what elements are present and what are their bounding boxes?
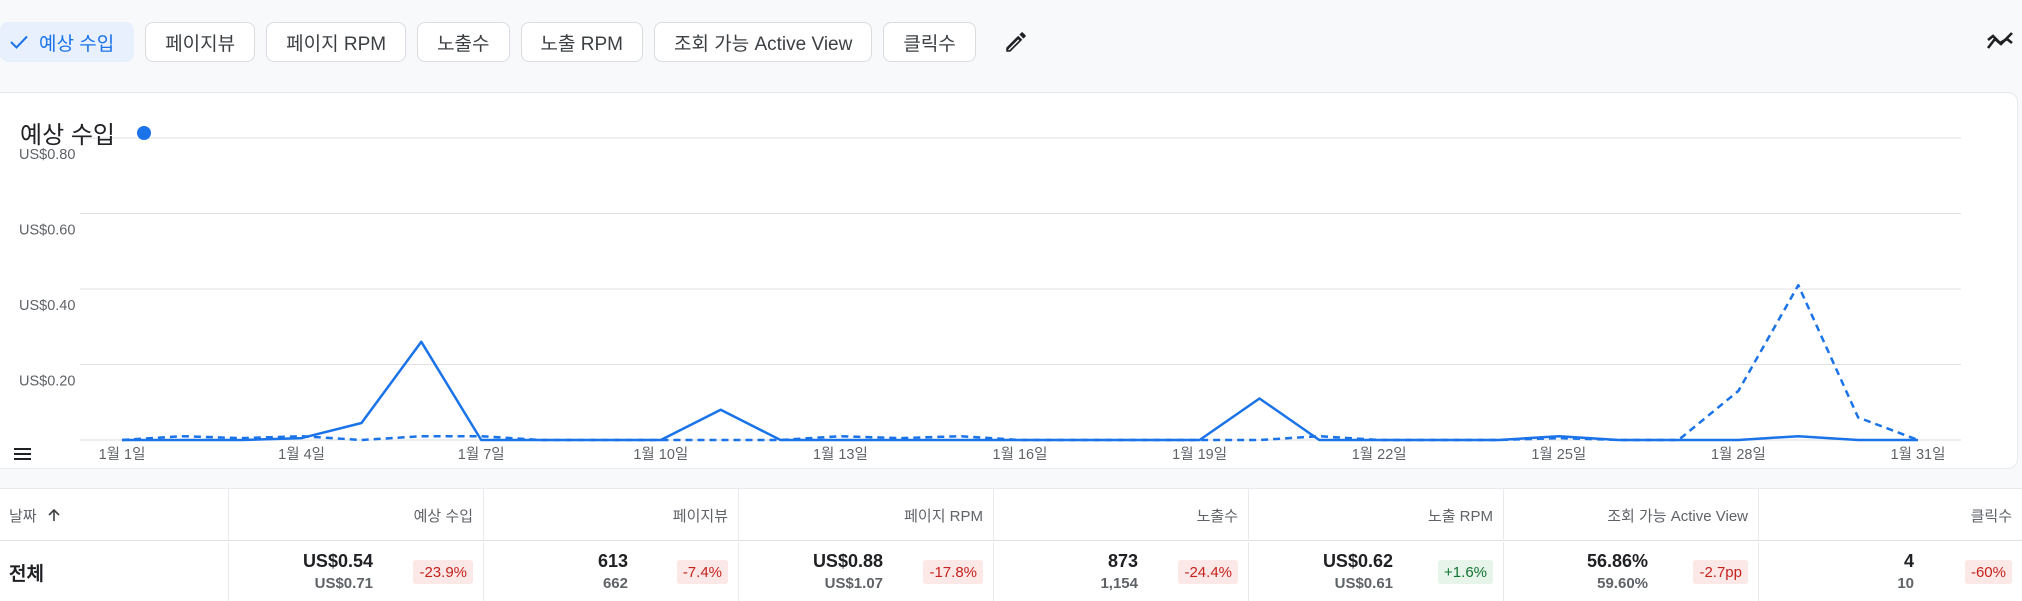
x-tick-label: 1월 31일	[1891, 446, 1946, 463]
series-line-current-period	[122, 340, 1918, 442]
cell-value: 56.86%	[1586, 551, 1648, 571]
cell-estimated-earnings: US$0.54 US$0.71 -23.9%	[228, 542, 483, 601]
chip-label: 노출수	[437, 33, 490, 55]
header-label: 날짜	[9, 507, 37, 525]
pencil-icon	[1006, 32, 1026, 52]
header-impressions[interactable]: 노출수	[993, 489, 1248, 541]
chip-label: 클릭수	[903, 33, 956, 55]
arrow-up-icon	[48, 508, 60, 521]
cell-previous: 59.60%	[1597, 575, 1648, 592]
header-clicks[interactable]: 클릭수	[1758, 489, 2022, 541]
cell-active-view: 56.86% 59.60% -2.7pp	[1503, 542, 1758, 601]
legend-list-icon[interactable]	[13, 444, 33, 464]
cell-impressions: 873 1,154 -24.4%	[993, 542, 1248, 601]
header-label: 클릭수	[1970, 507, 2012, 525]
x-tick-label: 1월 28일	[1711, 446, 1766, 463]
chip-page-views[interactable]: 페이지뷰	[145, 22, 256, 62]
header-label: 조회 가능 Active View	[1607, 507, 1748, 525]
report-table: 날짜 예상 수입 페이지뷰 페이지 RPM 노출수 노출 RPM 조회 가능 A…	[0, 488, 2022, 601]
x-tick-label: 1월 16일	[993, 446, 1048, 463]
line-chart: US$0.80 US$0.60 US$0.40 US$0.20 1월 1일 1월 4일 1월…	[19, 137, 1961, 463]
edit-metrics-button[interactable]	[996, 22, 1036, 62]
header-active-view[interactable]: 조회 가능 Active View	[1503, 489, 1758, 541]
cell-previous: US$0.61	[1334, 575, 1393, 592]
chip-label: 조회 가능 Active View	[674, 33, 853, 55]
chip-estimated-earnings[interactable]: 예상 수입	[0, 22, 135, 62]
trend-compare-icon	[1986, 32, 2013, 49]
change-badge: -7.4%	[676, 560, 728, 584]
cell-clicks: 4 10 -60%	[1758, 542, 2022, 601]
cell-previous: 10	[1897, 575, 1914, 592]
change-badge: -2.7pp	[1693, 560, 1748, 584]
cell-page-views: 613 662 -7.4%	[483, 542, 738, 601]
cell-previous: US$0.71	[314, 575, 373, 592]
y-tick-label: US$0.80	[19, 147, 75, 163]
x-tick-label: 1월 13일	[813, 446, 868, 463]
compare-trend-button[interactable]	[1982, 24, 2018, 60]
x-tick-label: 1월 25일	[1531, 446, 1586, 463]
y-tick-label: US$0.60	[19, 223, 75, 239]
metric-chip-bar: 예상 수입 페이지뷰 페이지 RPM 노출수 노출 RPM 조회 가능 Acti…	[0, 22, 1036, 62]
cell-previous: 1,154	[1100, 575, 1138, 592]
y-tick-label: US$0.20	[19, 374, 75, 390]
chart-card: US$0.80 US$0.60 US$0.40 US$0.20 1월 1일 1월 4일 1월…	[0, 92, 2018, 469]
cell-value: 613	[597, 551, 628, 571]
cell-previous: US$1.07	[824, 575, 883, 592]
header-impression-rpm[interactable]: 노출 RPM	[1248, 489, 1503, 541]
chip-impression-rpm[interactable]: 노출 RPM	[520, 22, 643, 62]
cell-value: US$0.88	[812, 551, 883, 571]
series-legend-dot	[137, 125, 151, 140]
x-tick-label: 1월 10일	[633, 446, 688, 463]
x-tick-label: 1월 22일	[1352, 446, 1407, 463]
cell-value: US$0.62	[1322, 551, 1393, 571]
table-header: 날짜 예상 수입 페이지뷰 페이지 RPM 노출수 노출 RPM 조회 가능 A…	[0, 489, 2022, 541]
check-icon	[10, 35, 28, 49]
x-tick-label: 1월 1일	[99, 446, 146, 463]
chip-clicks[interactable]: 클릭수	[883, 22, 976, 62]
x-tick-label: 1월 4일	[278, 446, 325, 463]
header-label: 예상 수입	[413, 507, 473, 525]
change-badge: +1.6%	[1438, 560, 1493, 584]
chip-active-view[interactable]: 조회 가능 Active View	[654, 22, 873, 62]
y-tick-label: US$0.40	[19, 298, 75, 314]
header-page-rpm[interactable]: 페이지 RPM	[738, 489, 993, 541]
chip-page-rpm[interactable]: 페이지 RPM	[266, 22, 407, 62]
header-label: 노출 RPM	[1427, 507, 1493, 525]
chip-label: 페이지뷰	[165, 33, 236, 55]
header-date[interactable]: 날짜	[0, 489, 228, 541]
chip-label: 예상 수입	[39, 33, 115, 55]
chip-label: 페이지 RPM	[286, 33, 387, 55]
change-badge: -24.4%	[1178, 560, 1238, 584]
change-badge: -23.9%	[413, 560, 473, 584]
change-badge: -17.8%	[923, 560, 983, 584]
chip-label: 노출 RPM	[540, 33, 623, 55]
chip-impressions[interactable]: 노출수	[417, 22, 510, 62]
cell-page-rpm: US$0.88 US$1.07 -17.8%	[738, 542, 993, 601]
header-estimated-earnings[interactable]: 예상 수입	[228, 489, 483, 541]
x-tick-label: 1월 19일	[1172, 446, 1227, 463]
header-label: 페이지뷰	[672, 507, 728, 525]
series-line-previous-period	[121, 283, 1919, 442]
cell-value: 873	[1107, 551, 1138, 571]
table-row-total: 전체 US$0.54 US$0.71 -23.9% 613 662 -7.4% …	[0, 542, 2022, 601]
cell-previous: 662	[602, 575, 628, 592]
header-page-views[interactable]: 페이지뷰	[483, 489, 738, 541]
row-label: 전체	[9, 563, 44, 585]
change-badge: -60%	[1964, 560, 2012, 584]
cell-impression-rpm: US$0.62 US$0.61 +1.6%	[1248, 542, 1503, 601]
x-tick-label: 1월 7일	[458, 446, 505, 463]
chart-title: 예상 수입	[20, 115, 151, 150]
cell-value: 4	[1903, 551, 1914, 571]
header-label: 페이지 RPM	[904, 507, 983, 525]
cell-value: US$0.54	[302, 551, 373, 571]
header-label: 노출수	[1196, 507, 1238, 525]
chart-title-text: 예상 수입	[20, 122, 115, 149]
